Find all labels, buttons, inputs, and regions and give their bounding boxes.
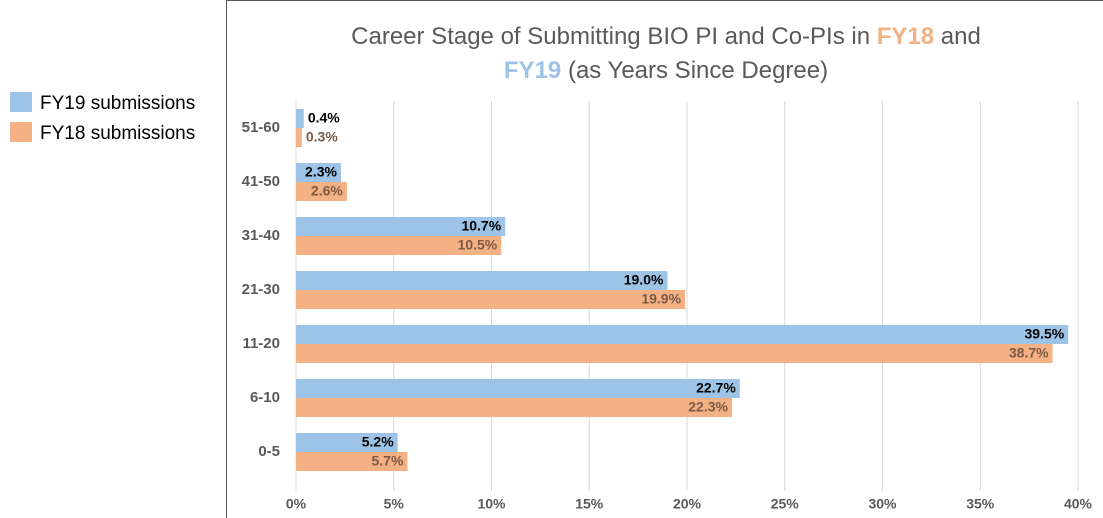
x-tick-label: 40% [1064, 496, 1093, 512]
chart-title: FY19 (as Years Since Degree) [504, 57, 828, 84]
y-tick-label: 21-30 [242, 281, 280, 298]
data-label: 2.6% [311, 183, 343, 199]
bar [296, 182, 347, 201]
x-tick-label: 20% [673, 496, 702, 512]
title-part: Career Stage of Submitting BIO PI and Co… [351, 23, 877, 50]
x-tick-label: 0% [286, 496, 307, 512]
data-label: 10.7% [461, 218, 501, 234]
bar [296, 290, 686, 309]
title-part: FY19 [504, 57, 561, 84]
bar [296, 163, 341, 182]
title-part: FY18 [877, 23, 934, 50]
data-label: 38.7% [1009, 345, 1049, 361]
x-tick-label: 30% [868, 496, 897, 512]
bar [296, 217, 506, 236]
title-part: and [934, 23, 981, 50]
x-tick-label: 15% [575, 496, 604, 512]
data-label: 2.3% [305, 164, 337, 180]
bar [296, 344, 1053, 363]
bar [296, 128, 302, 147]
data-label: 0.4% [308, 110, 340, 126]
bar [296, 271, 668, 290]
data-label: 10.5% [458, 237, 498, 253]
data-label: 19.0% [624, 272, 664, 288]
y-tick-label: 41-50 [242, 173, 280, 190]
data-label: 5.2% [362, 434, 394, 450]
chart-frame [226, 0, 1103, 518]
data-label: 22.3% [688, 399, 728, 415]
bar [296, 236, 502, 255]
chart-title: Career Stage of Submitting BIO PI and Co… [351, 23, 981, 50]
bar [296, 433, 398, 452]
data-label: 19.9% [641, 291, 681, 307]
title-part: (as Years Since Degree) [561, 57, 828, 84]
data-label: 0.3% [306, 129, 338, 145]
y-tick-label: 31-40 [242, 227, 280, 244]
y-tick-label: 11-20 [242, 335, 280, 352]
legend-label: FY18 submissions [40, 123, 195, 144]
bar [296, 452, 408, 471]
bar [296, 109, 304, 128]
y-tick-label: 51-60 [242, 119, 280, 136]
x-tick-label: 25% [771, 496, 800, 512]
x-tick-label: 35% [966, 496, 995, 512]
y-tick-label: 0-5 [258, 443, 280, 460]
x-tick-label: 5% [384, 496, 405, 512]
data-label: 22.7% [696, 380, 736, 396]
x-tick-label: 10% [477, 496, 506, 512]
bar [296, 398, 732, 417]
legend-label: FY19 submissions [40, 93, 195, 114]
y-tick-label: 6-10 [250, 389, 280, 406]
bar [296, 379, 740, 398]
legend-swatch [10, 122, 32, 142]
bar [296, 325, 1069, 344]
data-label: 39.5% [1025, 326, 1065, 342]
data-label: 5.7% [372, 453, 404, 469]
legend-swatch [10, 92, 32, 112]
